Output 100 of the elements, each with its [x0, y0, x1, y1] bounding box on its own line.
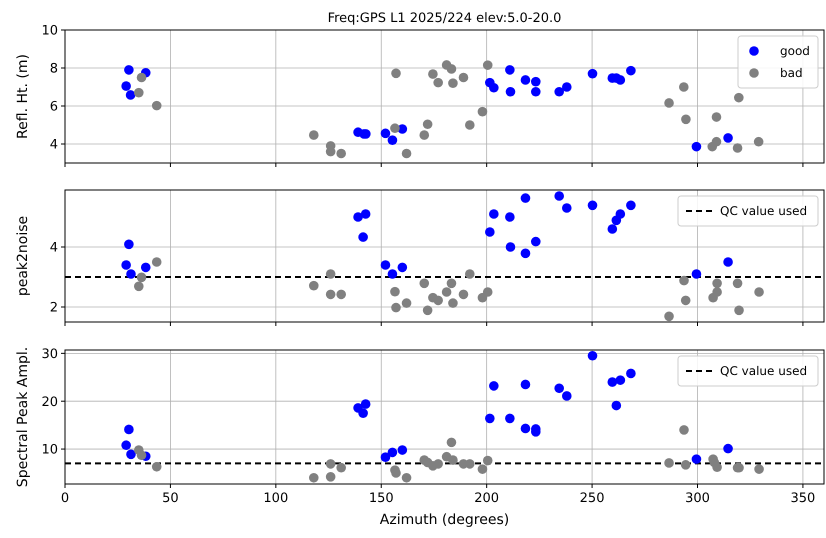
point: [448, 78, 458, 88]
point: [360, 399, 370, 409]
point: [126, 90, 136, 100]
point: [732, 278, 742, 288]
point: [723, 133, 733, 143]
y-tick-label: 8: [50, 62, 58, 77]
point: [136, 450, 146, 460]
point: [336, 290, 346, 300]
point: [692, 142, 702, 152]
point: [419, 278, 430, 288]
point: [391, 68, 401, 78]
point: [388, 269, 398, 279]
point: [478, 106, 488, 116]
point: [554, 86, 564, 97]
point: [554, 383, 564, 394]
point: [489, 381, 499, 391]
point: [398, 262, 408, 272]
point: [419, 130, 430, 140]
point: [562, 391, 572, 401]
point: [678, 82, 689, 92]
y-tick-label: 4: [50, 240, 58, 256]
point: [506, 86, 516, 97]
point: [754, 136, 764, 147]
point: [433, 78, 443, 88]
point: [712, 136, 722, 147]
point: [478, 464, 488, 474]
point: [433, 459, 443, 469]
point: [353, 212, 363, 222]
point: [520, 380, 530, 390]
point: [520, 424, 530, 434]
point: [520, 75, 530, 85]
point: [134, 282, 144, 292]
legend-label: QC value used: [720, 364, 808, 378]
point: [530, 86, 541, 97]
x-tick-label: 350: [790, 491, 816, 506]
point: [126, 269, 136, 279]
x-tick-label: 200: [474, 491, 500, 506]
point: [308, 472, 319, 483]
point: [692, 454, 702, 464]
point: [326, 459, 336, 469]
point: [121, 260, 131, 270]
point: [520, 193, 530, 203]
point: [388, 135, 398, 145]
point: [734, 92, 744, 102]
point: [489, 209, 499, 219]
x-tick-label: 0: [60, 491, 70, 506]
point: [358, 408, 368, 418]
point: [664, 312, 674, 322]
point: [692, 269, 702, 279]
x-tick-label: 300: [685, 491, 710, 506]
point: [485, 414, 495, 424]
y-tick-label: 10: [41, 442, 58, 458]
point: [679, 425, 689, 435]
point: [712, 287, 722, 297]
point: [626, 200, 636, 210]
point: [723, 444, 733, 454]
point: [505, 212, 515, 222]
point: [680, 296, 690, 306]
point: [664, 98, 674, 108]
point: [398, 445, 408, 455]
point: [679, 276, 689, 286]
point: [442, 287, 452, 297]
point: [562, 82, 572, 92]
point: [402, 148, 412, 158]
point: [152, 462, 162, 472]
point: [380, 260, 390, 270]
x-tick-label: 250: [580, 491, 604, 506]
point: [308, 280, 319, 290]
point: [402, 472, 412, 483]
point: [448, 298, 458, 308]
point: [422, 306, 432, 316]
point: [530, 236, 541, 246]
point: [712, 462, 722, 472]
point: [680, 460, 690, 470]
point: [136, 72, 146, 82]
point: [390, 286, 400, 296]
point: [326, 290, 336, 300]
point: [391, 468, 401, 478]
point: [612, 400, 622, 410]
x-tick-label: 50: [162, 491, 179, 506]
point: [121, 440, 131, 450]
point: [734, 306, 744, 316]
point: [360, 209, 370, 219]
point: [134, 88, 144, 98]
x-tick-label: 150: [368, 491, 394, 506]
point: [465, 120, 475, 130]
point: [506, 242, 516, 252]
point: [681, 114, 691, 124]
point: [530, 76, 541, 86]
point: [388, 448, 398, 458]
point: [485, 227, 495, 237]
point: [121, 81, 131, 91]
point: [754, 464, 764, 474]
legend-label: good: [780, 44, 810, 58]
point: [446, 278, 456, 288]
point: [124, 240, 134, 250]
point: [588, 68, 598, 78]
point: [446, 438, 456, 448]
point: [465, 269, 475, 279]
point: [712, 112, 722, 122]
